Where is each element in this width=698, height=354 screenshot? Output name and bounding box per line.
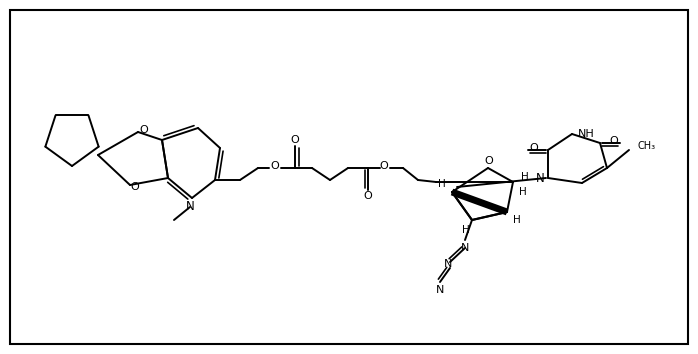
Text: O: O	[364, 191, 372, 201]
Text: O: O	[140, 125, 149, 135]
Text: N: N	[186, 200, 194, 212]
Text: N: N	[444, 259, 452, 269]
Text: H: H	[462, 225, 470, 235]
Text: CH₃: CH₃	[637, 141, 655, 151]
Text: O: O	[290, 135, 299, 145]
Text: O: O	[131, 182, 140, 192]
Text: O: O	[380, 161, 388, 171]
Text: H: H	[513, 215, 521, 225]
Text: NH: NH	[578, 129, 595, 139]
Text: H: H	[519, 187, 527, 197]
Text: H: H	[521, 172, 529, 182]
Text: N: N	[436, 285, 444, 295]
Text: N: N	[461, 243, 469, 253]
Text: O: O	[484, 156, 493, 166]
Text: O: O	[271, 161, 279, 171]
Text: N: N	[535, 172, 544, 185]
Text: O: O	[609, 136, 618, 146]
Text: H: H	[438, 179, 446, 189]
Text: O: O	[530, 143, 538, 153]
